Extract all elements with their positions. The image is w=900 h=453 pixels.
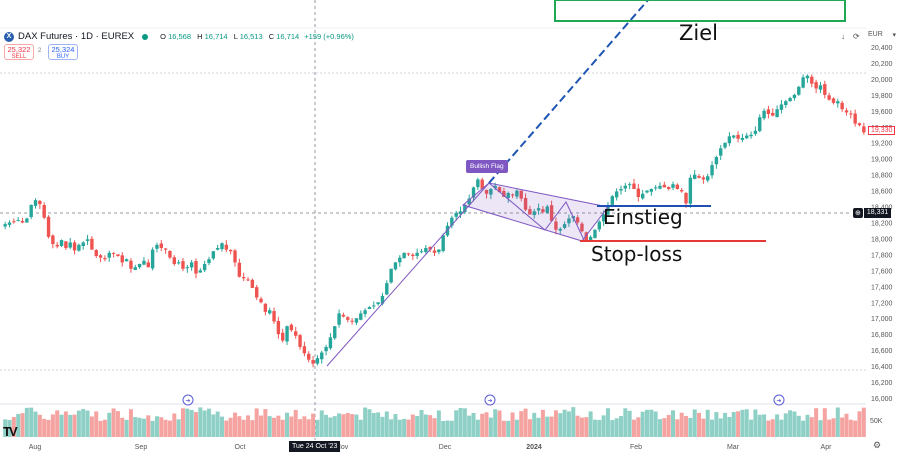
bullish-flag-label[interactable]: Bullish Flag bbox=[466, 160, 508, 173]
svg-text:20,400: 20,400 bbox=[871, 45, 893, 52]
chevron-down-icon: ▾ bbox=[892, 32, 896, 39]
svg-text:19,800: 19,800 bbox=[871, 93, 893, 100]
svg-text:20,000: 20,000 bbox=[871, 77, 893, 84]
symbol-header: X DAX Futures · 1D · EUREX O 16,568 H 16… bbox=[4, 31, 354, 42]
svg-text:16,200: 16,200 bbox=[871, 380, 893, 387]
crosshair-price[interactable]: ⊕ 18,331 bbox=[853, 208, 892, 218]
download-icon[interactable]: ↓ bbox=[841, 32, 845, 41]
svg-text:19,600: 19,600 bbox=[871, 109, 893, 116]
target-label: Ziel bbox=[679, 21, 718, 45]
svg-text:Oct: Oct bbox=[235, 444, 246, 451]
svg-text:16,400: 16,400 bbox=[871, 364, 893, 371]
drawings[interactable]: ➜ ➜ ➜ bbox=[182, 0, 846, 406]
candlesticks bbox=[3, 74, 866, 368]
svg-text:Aug: Aug bbox=[29, 444, 42, 451]
volume-axis-label: 50K bbox=[870, 418, 883, 425]
price-axis[interactable]: 20,40020,20020,00019,80019,60019,40019,2… bbox=[871, 45, 893, 403]
buy-button[interactable]: 25,324 BUY bbox=[48, 44, 78, 60]
svg-text:17,200: 17,200 bbox=[871, 300, 893, 307]
svg-text:17,000: 17,000 bbox=[871, 316, 893, 323]
svg-text:2024: 2024 bbox=[526, 444, 542, 451]
add-alert-icon[interactable]: ⊕ bbox=[853, 208, 863, 218]
svg-text:18,800: 18,800 bbox=[871, 173, 893, 180]
spread-value: 2 bbox=[38, 48, 42, 54]
svg-text:16,800: 16,800 bbox=[871, 332, 893, 339]
svg-text:16,600: 16,600 bbox=[871, 348, 893, 355]
eurex-logo-icon: X bbox=[4, 31, 14, 42]
svg-text:➜: ➜ bbox=[487, 399, 492, 405]
stop-loss-label: Stop-loss bbox=[591, 242, 683, 266]
svg-text:Nov: Nov bbox=[336, 444, 349, 451]
svg-text:17,800: 17,800 bbox=[871, 252, 893, 259]
volume-bars bbox=[3, 407, 866, 437]
svg-text:Dec: Dec bbox=[439, 444, 452, 451]
entry-label: Einstieg bbox=[603, 205, 683, 229]
svg-text:17,400: 17,400 bbox=[871, 284, 893, 291]
svg-text:Apr: Apr bbox=[821, 444, 833, 451]
sell-button[interactable]: 25,322 SELL bbox=[4, 44, 34, 60]
svg-text:➜: ➜ bbox=[776, 399, 781, 405]
crosshair-date-label: Tue 24 Oct '23 bbox=[289, 441, 341, 452]
svg-text:Mar: Mar bbox=[727, 444, 740, 451]
svg-text:19,000: 19,000 bbox=[871, 157, 893, 164]
symbol-title[interactable]: DAX Futures · 1D · EUREX bbox=[18, 31, 135, 42]
currency-selector[interactable]: EUR ▾ bbox=[868, 31, 896, 39]
svg-text:Sep: Sep bbox=[135, 444, 148, 451]
svg-text:20,200: 20,200 bbox=[871, 61, 893, 68]
last-price-label: 19,330 bbox=[868, 126, 896, 135]
refresh-icon[interactable]: ⟳ bbox=[853, 32, 860, 41]
svg-text:18,200: 18,200 bbox=[871, 221, 893, 228]
settings-icon[interactable]: ⚙ bbox=[873, 440, 882, 450]
svg-text:19,200: 19,200 bbox=[871, 141, 893, 148]
svg-text:18,000: 18,000 bbox=[871, 236, 893, 243]
time-axis[interactable]: Aug Sep Oct Nov Dec 2024 Feb Mar Apr bbox=[29, 444, 832, 451]
svg-text:➜: ➜ bbox=[185, 399, 190, 405]
svg-text:18,600: 18,600 bbox=[871, 189, 893, 196]
market-open-icon bbox=[142, 33, 149, 40]
svg-text:17,600: 17,600 bbox=[871, 268, 893, 275]
tradingview-logo-icon[interactable]: TV bbox=[3, 424, 18, 439]
svg-text:16,000: 16,000 bbox=[871, 396, 893, 403]
ohlc-values: O 16,568 H 16,714 L 16,513 C 16,714 +159… bbox=[160, 32, 354, 41]
svg-text:Feb: Feb bbox=[630, 444, 642, 451]
